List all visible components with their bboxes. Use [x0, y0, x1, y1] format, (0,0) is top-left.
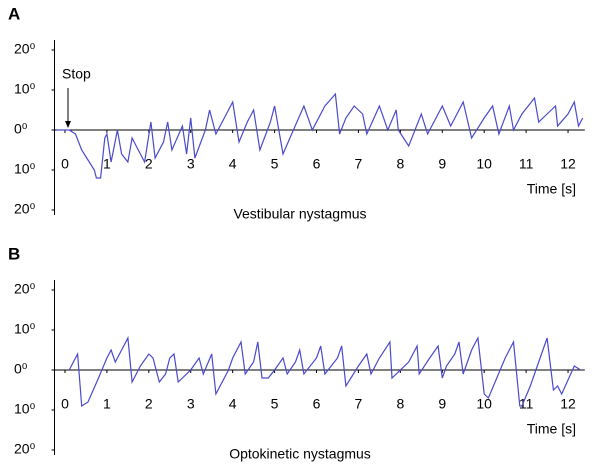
x-tick-label: 2 [145, 156, 153, 172]
y-tick-label: 20⁰ [14, 441, 36, 457]
y-tick-label: 20⁰ [14, 41, 36, 57]
x-tick-label: 11 [519, 396, 534, 412]
x-tick-label: 10 [476, 156, 492, 172]
panel-label: A [8, 4, 20, 23]
x-tick-label: 0 [61, 396, 69, 412]
caption: Optokinetic nystagmus [229, 446, 371, 462]
panel-label: B [8, 244, 20, 263]
trace [56, 92, 584, 179]
x-tick-label: 6 [313, 396, 321, 412]
x-tick-label: 10 [476, 396, 492, 412]
annotation-arrowhead [65, 121, 71, 128]
x-tick-label: 12 [560, 396, 576, 412]
x-tick-label: 3 [187, 396, 195, 412]
x-tick-label: 8 [396, 156, 404, 172]
x-axis-label: Time [s] [527, 421, 576, 437]
x-tick-label: 7 [355, 156, 363, 172]
x-tick-label: 7 [355, 396, 363, 412]
x-tick-label: 0 [61, 156, 69, 172]
x-tick-label: 3 [187, 156, 195, 172]
x-tick-label: 9 [438, 156, 446, 172]
x-tick-label: 5 [271, 156, 279, 172]
x-tick-label: 4 [229, 156, 237, 172]
y-tick-label: 10⁰ [14, 321, 36, 337]
x-tick-label: 12 [560, 156, 576, 172]
y-tick-label: 10⁰ [14, 81, 36, 97]
y-tick-label: 10⁰ [14, 161, 36, 177]
x-tick-label: 9 [438, 396, 446, 412]
y-tick-label: 0⁰ [14, 121, 28, 137]
x-tick-label: 4 [229, 396, 237, 412]
y-tick-label: 20⁰ [14, 201, 36, 217]
x-axis-label: Time [s] [527, 181, 576, 197]
x-tick-label: 1 [103, 396, 111, 412]
x-tick-label: 6 [313, 156, 321, 172]
x-tick-label: 11 [519, 156, 534, 172]
annotation: Stop [62, 66, 91, 82]
trace [68, 335, 581, 408]
x-tick-label: 8 [396, 396, 404, 412]
x-tick-label: 2 [145, 396, 153, 412]
x-tick-label: 5 [271, 396, 279, 412]
caption: Vestibular nystagmus [233, 206, 366, 222]
x-tick-label: 1 [103, 156, 111, 172]
y-tick-label: 20⁰ [14, 281, 36, 297]
y-tick-label: 0⁰ [14, 361, 28, 377]
y-tick-label: 10⁰ [14, 401, 36, 417]
